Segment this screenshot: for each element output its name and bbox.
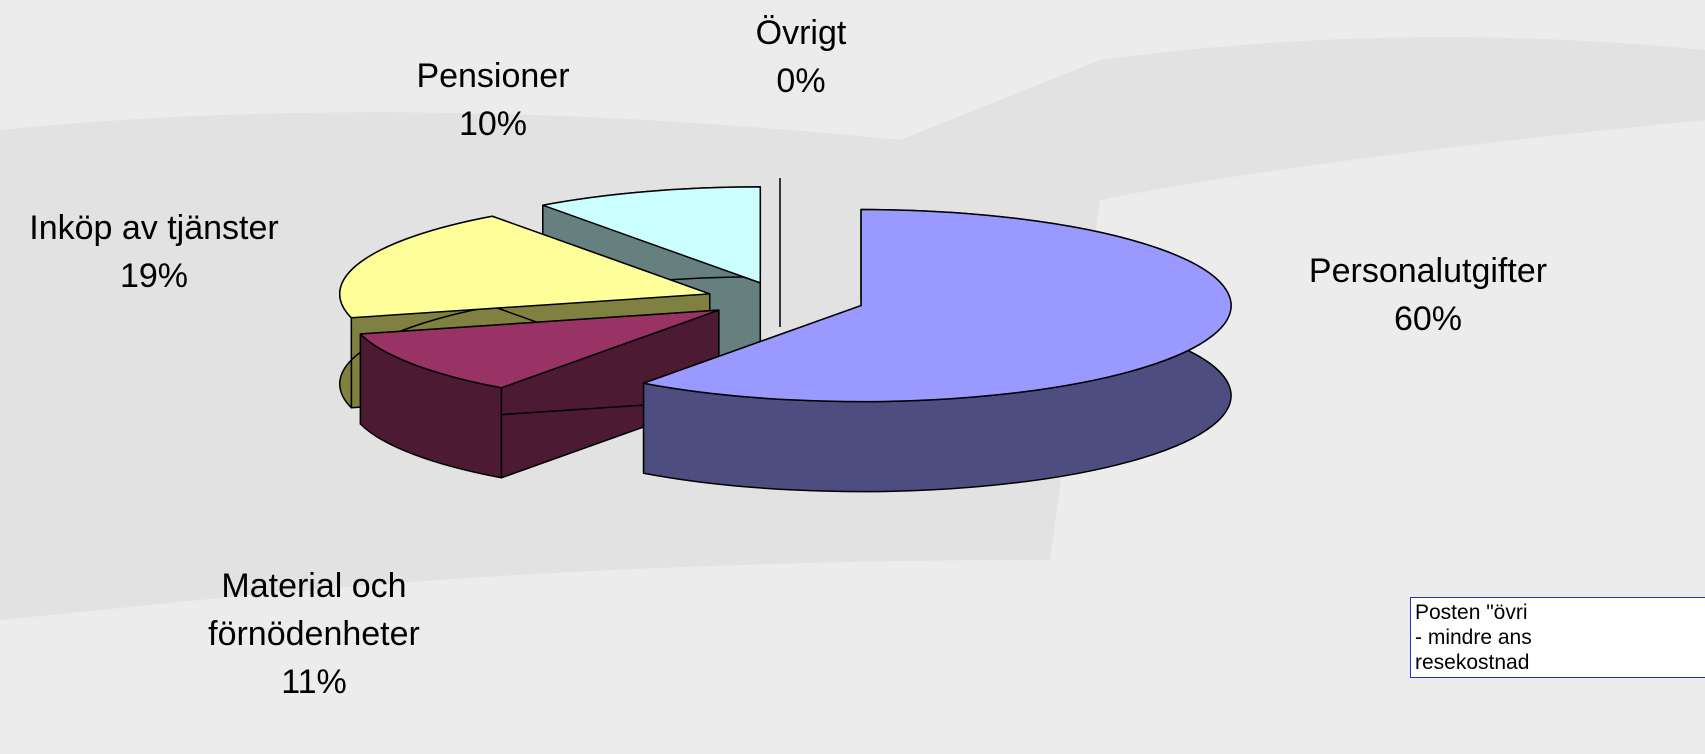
slice-top — [338, 215, 711, 319]
category-name: Övrigt — [755, 14, 847, 52]
percent-label: 19% — [119, 257, 189, 295]
percent-label: 60% — [1393, 300, 1463, 338]
slice-label: Material och förnödenheter 11% — [179, 562, 449, 706]
note-line: Posten "övri — [1415, 601, 1528, 624]
slice-label: Personalutgifter 60% — [1278, 247, 1578, 343]
slice-top — [542, 186, 762, 284]
slice-label: Övrigt 0% — [651, 9, 951, 105]
slice-label: Pensioner 10% — [343, 52, 643, 148]
slice-label: Inköp av tjänster 19% — [4, 204, 304, 300]
slice-top — [642, 208, 1232, 403]
category-name: Inköp av tjänster — [29, 209, 279, 247]
percent-label: 11% — [281, 663, 347, 701]
category-name: Pensioner — [416, 57, 570, 95]
note-line: resekostnad — [1415, 651, 1530, 674]
percent-label: 0% — [776, 62, 826, 100]
percent-label: 10% — [458, 105, 528, 143]
note-line: - mindre ans — [1415, 626, 1532, 649]
slice-top — [359, 309, 720, 389]
note-box: Posten "övri - mindre ans resekostnad — [1410, 597, 1705, 678]
category-name: Material och förnödenheter — [208, 567, 420, 653]
category-name: Personalutgifter — [1308, 252, 1548, 290]
